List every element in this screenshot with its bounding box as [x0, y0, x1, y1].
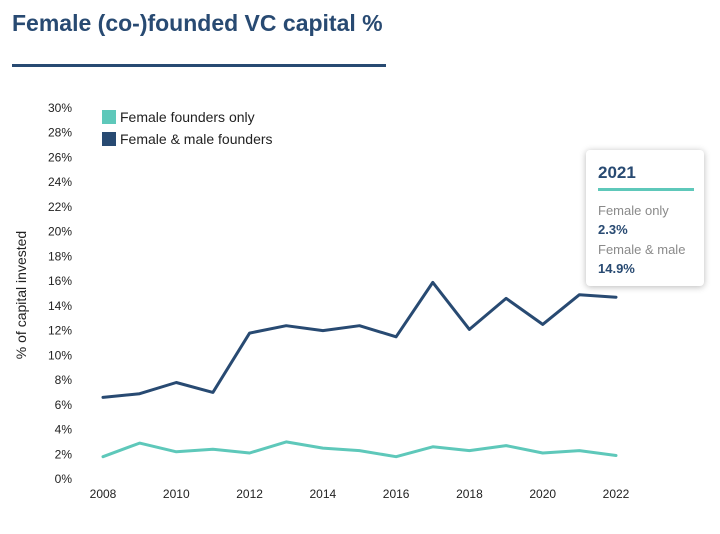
y-tick-label: 2%	[55, 447, 73, 461]
x-tick-label: 2012	[236, 487, 263, 501]
y-tick-label: 28%	[48, 126, 72, 140]
x-tick-label: 2016	[383, 487, 410, 501]
y-tick-label: 26%	[48, 150, 72, 164]
y-tick-label: 0%	[55, 472, 73, 486]
series-lines	[101, 280, 618, 459]
y-tick-label: 18%	[48, 249, 72, 263]
legend-label-1: Female & male founders	[120, 131, 273, 147]
y-tick-label: 22%	[48, 200, 72, 214]
series-line-0	[101, 440, 618, 459]
x-tick-label: 2008	[90, 487, 117, 501]
y-tick-label: 12%	[48, 324, 72, 338]
y-tick-label: 24%	[48, 175, 72, 189]
tooltip-female-male-label: Female & male	[598, 242, 686, 257]
y-tick-label: 16%	[48, 274, 72, 288]
legend-swatch-0	[102, 110, 116, 124]
tooltip-female-male-value: 14.9%	[598, 261, 635, 276]
tooltip-female-only-label: Female only	[598, 203, 669, 218]
y-tick-label: 14%	[48, 299, 72, 313]
title-underline	[12, 64, 386, 67]
y-tick-label: 20%	[48, 225, 72, 239]
x-axis-ticks: 2008 2010 2012 2014 2016 2018 2020 2022	[90, 487, 630, 501]
y-axis-ticks: 0% 2% 4% 6% 8% 10% 12% 14% 16% 18% 20% 22% 24% 26% 28%…	[48, 101, 72, 486]
y-tick-label: 4%	[55, 423, 73, 437]
legend-swatch-1	[102, 132, 116, 146]
y-axis-label: % of capital invested	[13, 231, 29, 359]
tooltip-year: 2021	[598, 163, 636, 182]
series-line-1	[101, 280, 618, 399]
y-tick-label: 6%	[55, 398, 73, 412]
x-tick-label: 2010	[163, 487, 190, 501]
legend-label-0: Female founders only	[120, 109, 255, 125]
hover-tooltip: 2021 Female only 2.3% Female & male 14.9…	[586, 150, 704, 286]
x-tick-label: 2022	[603, 487, 630, 501]
legend: Female founders only Female & male founde…	[102, 109, 273, 147]
tooltip-female-only-value: 2.3%	[598, 222, 628, 237]
y-tick-label: 30%	[48, 101, 72, 115]
tooltip-divider	[598, 188, 694, 191]
y-tick-label: 8%	[55, 373, 73, 387]
x-tick-label: 2014	[310, 487, 337, 501]
y-tick-label: 10%	[48, 348, 72, 362]
x-tick-label: 2018	[456, 487, 483, 501]
x-tick-label: 2020	[529, 487, 556, 501]
chart-title: Female (co-)founded VC capital %	[12, 10, 383, 36]
